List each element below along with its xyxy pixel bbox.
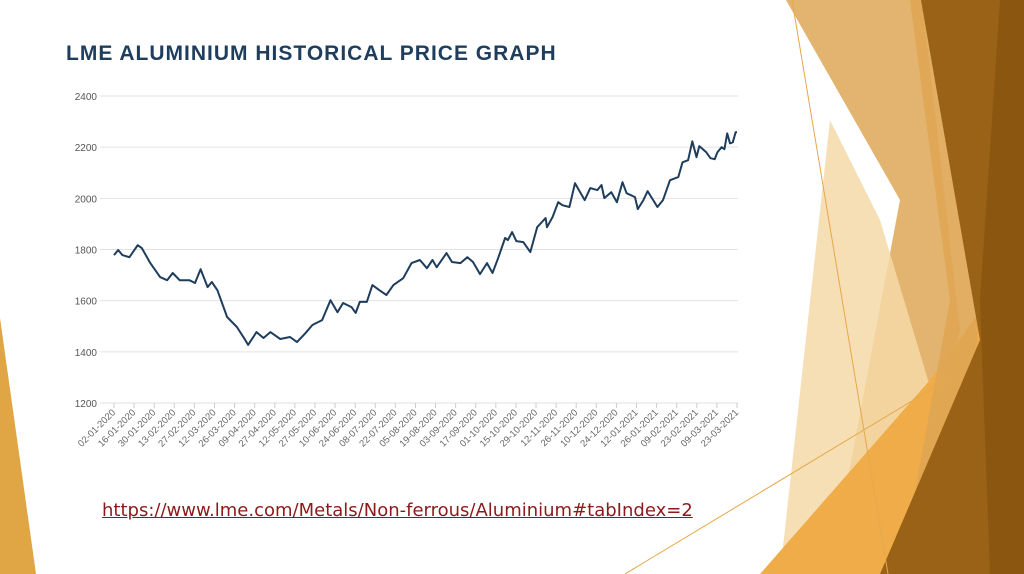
y-tick-label: 1400 [75,348,98,359]
slide-title: LME ALUMINIUM HISTORICAL PRICE GRAPH [66,42,557,65]
y-tick-label: 2200 [75,143,98,154]
y-tick-label: 2400 [75,92,98,103]
y-tick-label: 1600 [75,297,98,308]
deco-line-1 [791,0,889,574]
deco-line-2 [624,377,951,574]
price-line [113,131,737,346]
y-tick-label: 1800 [75,246,98,257]
source-link[interactable]: https://www.lme.com/Metals/Non-ferrous/A… [102,500,693,521]
deco-darker [980,0,1024,574]
y-tick-label: 1200 [75,399,98,410]
y-tick-label: 2000 [75,194,98,205]
left-accent-triangle [0,318,36,574]
